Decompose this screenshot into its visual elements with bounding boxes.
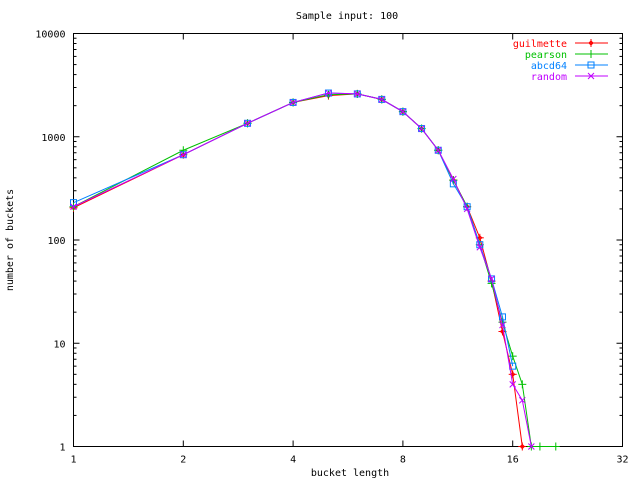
y-tick-label: 10 [53,339,65,350]
legend-marker-pearson [587,50,595,58]
data-point-pearson [535,442,544,451]
y-axis-label: number of buckets [5,189,16,291]
legend-label-abcd64: abcd64 [531,61,567,72]
data-point-abcd64 [70,199,77,207]
data-point-random [289,99,297,106]
data-point-random [476,243,484,251]
data-point-random [528,443,535,450]
data-point-pearson [508,352,517,361]
data-point-random [499,321,506,329]
y-tick-label: 100 [47,236,65,247]
y-tick-label: 1 [59,443,65,454]
data-point-random [244,119,251,127]
series-line-pearson [73,93,556,447]
legend-marker-random [587,72,595,80]
x-tick-label: 1 [70,455,76,466]
data-point-random [378,96,386,103]
data-point-abcd64 [449,180,457,188]
data-point-random [325,89,332,97]
x-tick-label: 16 [507,455,519,466]
x-axis-label: bucket length [311,468,389,479]
data-point-random [70,203,77,211]
data-point-random [509,380,517,388]
y-tick-label: 1000 [41,133,65,144]
y-tick-label: 10000 [35,30,65,41]
data-point-random [463,205,471,213]
data-point-random [353,90,361,98]
data-point-random [179,151,187,159]
data-point-random [488,275,495,283]
legend-label-guilmette: guilmette [513,39,567,50]
data-point-random [434,146,442,154]
plot-frame [73,33,623,447]
data-point-random [449,175,457,183]
legend-marker-abcd64 [587,61,595,69]
data-point-random [399,108,407,116]
data-point-abcd64 [488,275,496,283]
x-tick-label: 32 [616,455,628,466]
data-point-abcd64 [244,119,252,127]
data-point-abcd64 [498,313,506,321]
data-point-abcd64 [399,108,407,116]
series-line-abcd64 [73,92,514,367]
series-line-guilmette [73,93,523,447]
legend-marker-guilmette [587,39,595,47]
data-point-pearson [179,146,188,155]
data-point-abcd64 [418,125,426,133]
x-tick-label: 8 [400,455,406,466]
data-point-pearson [551,442,560,451]
data-point-random [518,396,526,404]
data-point-abcd64 [179,151,187,159]
data-point-abcd64 [434,146,442,154]
chart-title: Sample input: 100 [296,11,398,22]
data-point-guilmette [518,442,527,451]
legend-label-random: random [531,72,567,83]
legend-label-pearson: pearson [525,50,567,61]
series-line-random [73,92,532,447]
data-point-random [418,125,425,132]
data-point-pearson [518,380,527,389]
x-tick-label: 2 [180,455,186,466]
data-point-abcd64 [289,98,297,106]
data-point-guilmette [508,370,517,379]
data-point-abcd64 [378,95,386,103]
x-tick-label: 4 [290,455,296,466]
